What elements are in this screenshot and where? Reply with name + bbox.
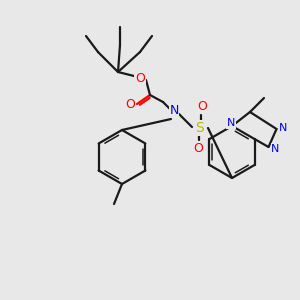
Text: O: O bbox=[135, 71, 145, 85]
Text: S: S bbox=[196, 121, 204, 135]
Text: N: N bbox=[271, 144, 280, 154]
Text: N: N bbox=[227, 118, 235, 128]
Text: O: O bbox=[193, 142, 203, 154]
Text: O: O bbox=[125, 98, 135, 110]
Text: N: N bbox=[279, 123, 288, 133]
Text: N: N bbox=[169, 104, 179, 118]
Text: O: O bbox=[197, 100, 207, 113]
